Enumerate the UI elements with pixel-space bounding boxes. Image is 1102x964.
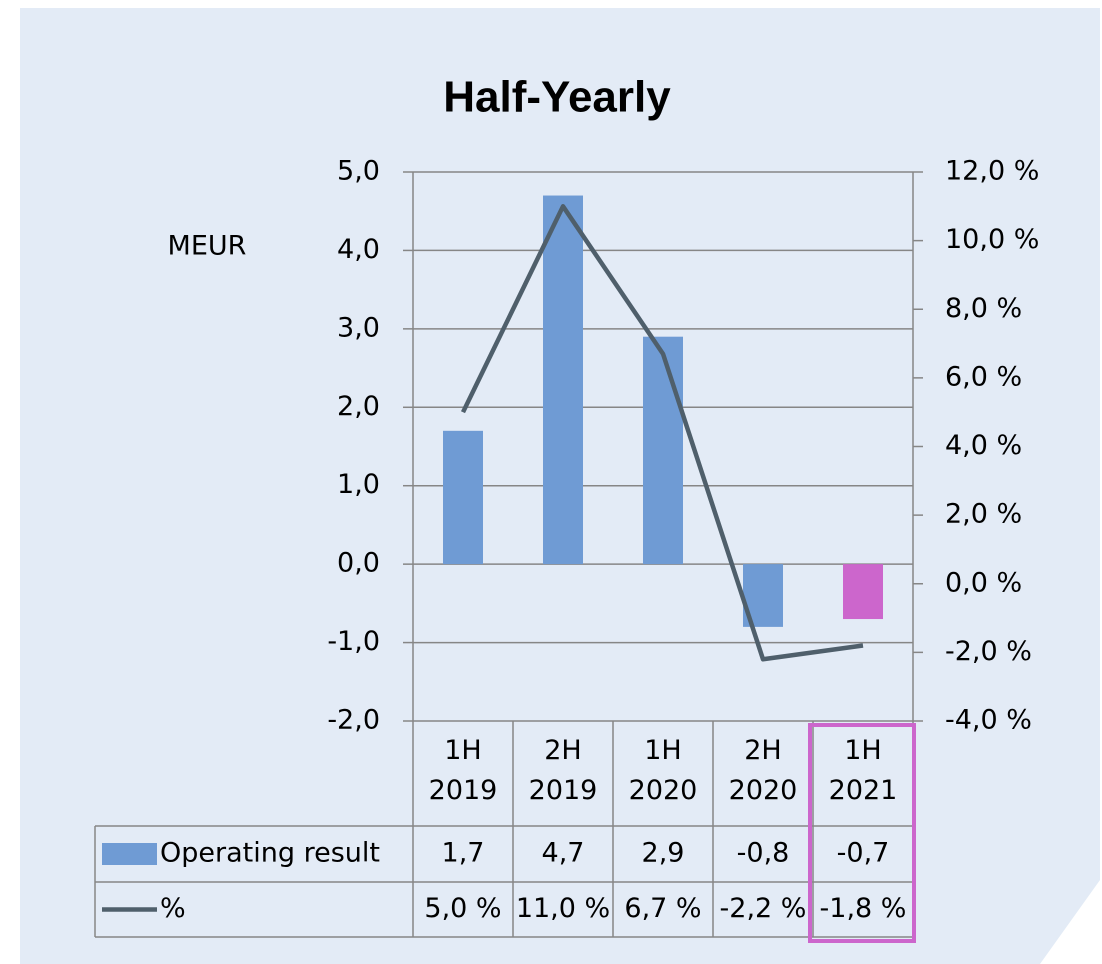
y-tick-label: -2,0 bbox=[327, 705, 380, 736]
bar bbox=[443, 430, 483, 565]
y2-tick-label: 12,0 % bbox=[945, 156, 1039, 187]
bar bbox=[843, 564, 883, 620]
y2-tick-label: -4,0 % bbox=[945, 705, 1032, 736]
line-series bbox=[460, 204, 864, 662]
x-tick-label-box: 1H 2020 bbox=[628, 735, 698, 806]
y-tick-label: -1,0 bbox=[327, 626, 380, 657]
x-tick-label: 1H 2019 bbox=[428, 735, 498, 806]
value-label: 11,0 % bbox=[516, 893, 610, 924]
x-tick-label-box: 2H 2019 bbox=[528, 735, 598, 806]
y-tick-label: 1,0 bbox=[337, 469, 380, 500]
highlight-box bbox=[808, 723, 916, 943]
value-label: -0,7 bbox=[837, 838, 890, 869]
y2-tick-label: 2,0 % bbox=[945, 499, 1022, 530]
x-tick-label: 1H 2021 bbox=[828, 735, 898, 806]
y-tick-label: 3,0 bbox=[337, 312, 380, 343]
x-tick-label: 2H 2020 bbox=[728, 735, 798, 806]
value-label: -0,8 bbox=[737, 838, 790, 869]
x-tick-label-box: 1H 2019 bbox=[428, 735, 498, 806]
value-label: -1,8 % bbox=[820, 893, 907, 924]
y2-tick-label: 8,0 % bbox=[945, 293, 1022, 324]
bar bbox=[543, 195, 583, 565]
value-label: -2,2 % bbox=[720, 893, 807, 924]
y-tick-label: 4,0 bbox=[337, 234, 380, 265]
value-label: 5,0 % bbox=[424, 893, 501, 924]
value-label: 2,9 bbox=[642, 838, 685, 869]
legend-label: % bbox=[160, 893, 186, 924]
y-tick-label: 2,0 bbox=[337, 391, 380, 422]
value-label: 1,7 bbox=[442, 838, 485, 869]
y-tick-label: 5,0 bbox=[337, 156, 380, 187]
y2-tick-label: -2,0 % bbox=[945, 636, 1032, 667]
bar bbox=[643, 336, 683, 565]
value-label: 4,7 bbox=[542, 838, 585, 869]
x-tick-label-box: 2H 2020 bbox=[728, 735, 798, 806]
legend-label: Operating result bbox=[160, 838, 380, 869]
x-tick-label: 1H 2020 bbox=[628, 735, 698, 806]
x-tick-label-box: 1H 2021 bbox=[828, 735, 898, 806]
legend-swatch bbox=[102, 843, 157, 865]
y-axis-label: MEUR bbox=[168, 231, 247, 262]
y2-tick-label: 4,0 % bbox=[945, 430, 1022, 461]
y2-tick-label: 0,0 % bbox=[945, 567, 1022, 598]
value-label: 6,7 % bbox=[624, 893, 701, 924]
y2-tick-label: 6,0 % bbox=[945, 361, 1022, 392]
x-tick-label: 2H 2019 bbox=[528, 735, 598, 806]
y-tick-label: 0,0 bbox=[337, 548, 380, 579]
chart-title: Half-Yearly bbox=[443, 73, 671, 122]
y2-tick-label: 10,0 % bbox=[945, 224, 1039, 255]
